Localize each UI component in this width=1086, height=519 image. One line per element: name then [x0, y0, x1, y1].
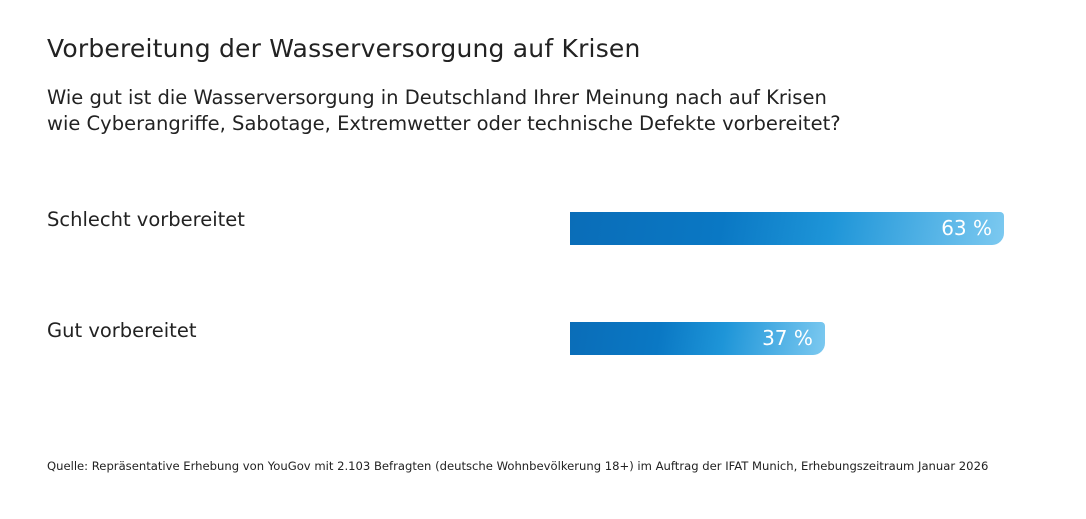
- bar-schlecht-vorbereitet: 63 %: [570, 212, 1004, 245]
- chart-title: Vorbereitung der Wasserversorgung auf Kr…: [47, 34, 641, 63]
- data-label: 37 %: [762, 326, 813, 350]
- subtitle-line: wie Cyberangriffe, Sabotage, Extremwette…: [47, 112, 841, 135]
- bar-gut-vorbereitet: 37 %: [570, 322, 825, 355]
- chart-subtitle: Wie gut ist die Wasserversorgung in Deut…: [47, 85, 841, 137]
- source-note: Quelle: Repräsentative Erhebung von YouG…: [47, 459, 989, 473]
- data-label: 63 %: [941, 216, 992, 240]
- category-label: Schlecht vorbereitet: [47, 208, 245, 231]
- subtitle-line: Wie gut ist die Wasserversorgung in Deut…: [47, 86, 827, 109]
- category-label: Gut vorbereitet: [47, 319, 197, 342]
